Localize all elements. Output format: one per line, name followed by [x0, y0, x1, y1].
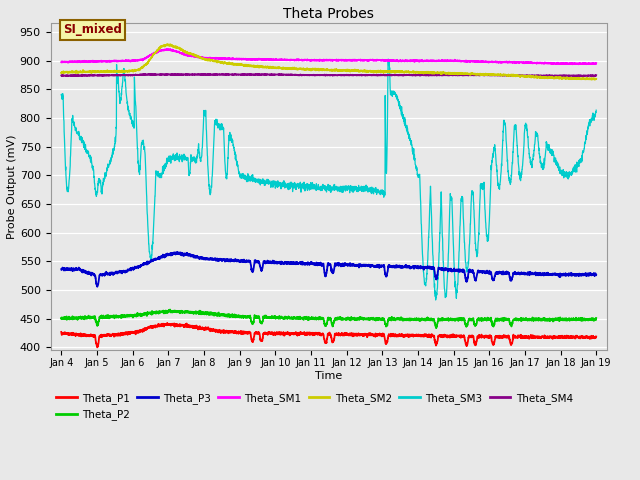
Y-axis label: Probe Output (mV): Probe Output (mV) — [7, 135, 17, 239]
Legend: Theta_P1, Theta_P2, Theta_P3, Theta_SM1, Theta_SM2, Theta_SM3, Theta_SM4: Theta_P1, Theta_P2, Theta_P3, Theta_SM1,… — [56, 393, 573, 420]
X-axis label: Time: Time — [315, 371, 342, 381]
Text: SI_mixed: SI_mixed — [63, 23, 122, 36]
Title: Theta Probes: Theta Probes — [284, 7, 374, 21]
